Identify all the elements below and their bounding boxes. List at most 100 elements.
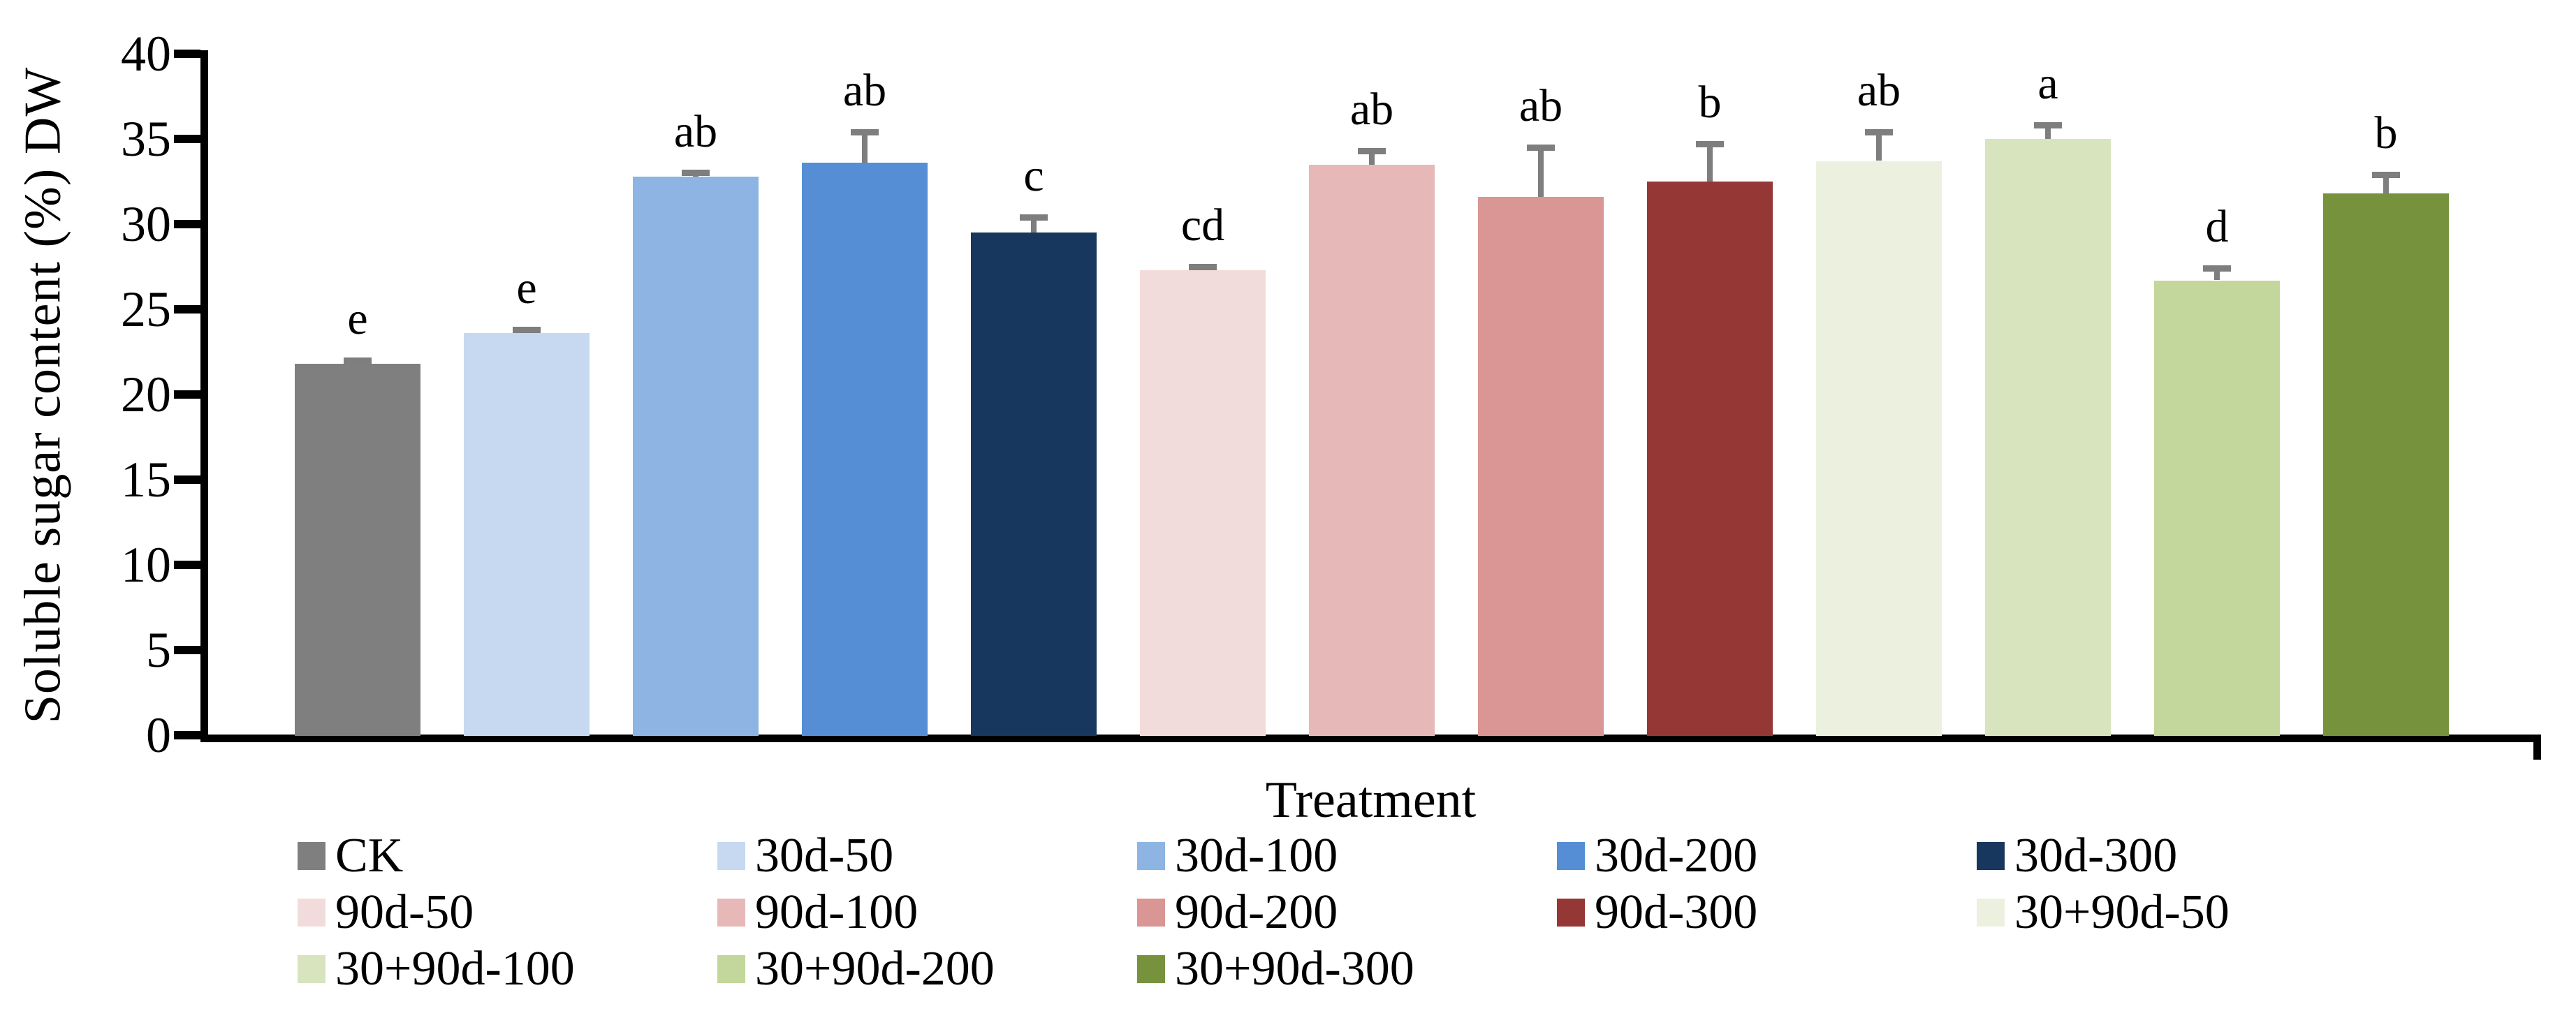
legend-label: 30+90d-50 xyxy=(2014,885,2230,939)
error-bar-whisker xyxy=(862,132,868,163)
error-bar-cap xyxy=(1865,129,1893,135)
bar-90d-100 xyxy=(1309,165,1435,736)
error-bar-cap xyxy=(1189,264,1217,270)
bar-30d-50 xyxy=(464,333,590,736)
x-axis-line xyxy=(200,735,2541,742)
legend-label: 30+90d-300 xyxy=(1175,942,1414,996)
significance-letter: e xyxy=(516,263,537,313)
legend-label: 30d-50 xyxy=(755,829,894,883)
legend-label: 90d-300 xyxy=(1595,885,1758,939)
significance-letter: ab xyxy=(1857,65,1901,116)
legend-label: 90d-50 xyxy=(335,885,474,939)
legend-label: 30+90d-100 xyxy=(335,942,575,996)
bar-30+90d-200 xyxy=(2154,281,2280,736)
legend-swatch xyxy=(298,842,325,870)
y-tick-label: 35 xyxy=(121,111,171,167)
y-tick-mark xyxy=(174,220,200,228)
error-bar-whisker xyxy=(1707,144,1713,182)
legend-swatch xyxy=(1557,842,1585,870)
significance-letter: cd xyxy=(1180,200,1225,251)
legend-label: 90d-100 xyxy=(755,885,919,939)
legend-item-30d-50: 30d-50 xyxy=(717,832,893,880)
y-axis-line xyxy=(200,50,208,742)
error-bar-cap xyxy=(2372,172,2400,178)
bar-30d-300 xyxy=(971,233,1097,736)
legend-item-30d-300: 30d-300 xyxy=(1977,832,2177,880)
y-tick-label: 10 xyxy=(121,537,171,593)
legend-swatch xyxy=(717,842,745,870)
legend-swatch xyxy=(298,899,325,927)
y-tick-mark xyxy=(174,731,200,739)
y-tick-label: 20 xyxy=(121,367,171,422)
significance-letter: b xyxy=(1698,77,1722,128)
significance-letter: d xyxy=(2205,201,2229,252)
y-tick-label: 0 xyxy=(146,707,171,763)
legend-item-CK: CK xyxy=(298,832,403,880)
error-bar-cap xyxy=(513,327,541,333)
error-bar-whisker xyxy=(1031,217,1037,233)
legend-item-30+90d-300: 30+90d-300 xyxy=(1137,945,1414,994)
bar-90d-200 xyxy=(1478,197,1604,736)
legend-item-90d-100: 90d-100 xyxy=(717,888,918,937)
legend-label: 30d-200 xyxy=(1595,829,1758,883)
error-bar-cap xyxy=(1527,145,1555,151)
error-bar-whisker xyxy=(2214,268,2220,280)
y-tick-mark xyxy=(174,475,200,484)
significance-letter: ab xyxy=(1349,84,1394,135)
legend-label: 30d-300 xyxy=(2014,829,2178,883)
legend-item-30+90d-100: 30+90d-100 xyxy=(298,945,575,994)
y-tick-label: 40 xyxy=(121,26,171,82)
error-bar-whisker xyxy=(1369,151,1375,165)
error-bar-whisker xyxy=(1876,132,1882,161)
legend-label: 30+90d-200 xyxy=(755,942,995,996)
error-bar-whisker xyxy=(2045,125,2051,139)
legend-item-90d-200: 90d-200 xyxy=(1137,888,1338,937)
significance-letter: e xyxy=(347,293,368,344)
y-tick-label: 30 xyxy=(121,196,171,252)
bar-30+90d-50 xyxy=(1816,161,1942,736)
significance-letter: ab xyxy=(1518,80,1563,131)
legend-swatch xyxy=(1137,899,1165,927)
y-tick-mark xyxy=(174,646,200,654)
error-bar-cap xyxy=(2203,265,2231,272)
y-tick-mark xyxy=(174,50,200,58)
legend-label: 30d-100 xyxy=(1175,829,1338,883)
legend-swatch xyxy=(717,899,745,927)
error-bar-cap xyxy=(1358,148,1386,154)
x-axis-end-tick xyxy=(2533,735,2541,760)
error-bar-cap xyxy=(851,129,879,135)
legend-label: 90d-200 xyxy=(1175,885,1338,939)
significance-letter: ab xyxy=(673,106,718,157)
significance-letter: b xyxy=(2374,108,2398,158)
error-bar-cap xyxy=(682,170,710,176)
legend-item-30+90d-50: 30+90d-50 xyxy=(1977,888,2230,937)
legend-item-30d-100: 30d-100 xyxy=(1137,832,1338,880)
legend-swatch xyxy=(1137,955,1165,983)
y-tick-mark xyxy=(174,561,200,569)
y-tick-mark xyxy=(174,135,200,143)
bar-30+90d-100 xyxy=(1985,139,2111,736)
bar-90d-300 xyxy=(1647,182,1773,736)
bar-90d-50 xyxy=(1140,270,1266,736)
y-tick-label: 15 xyxy=(121,452,171,508)
error-bar-whisker xyxy=(1538,147,1544,197)
bar-30d-100 xyxy=(633,177,759,736)
legend-swatch xyxy=(1977,899,2005,927)
error-bar-cap xyxy=(1696,141,1724,147)
significance-letter: c xyxy=(1023,150,1044,201)
y-tick-mark xyxy=(174,390,200,399)
legend-swatch xyxy=(298,955,325,983)
error-bar-cap xyxy=(344,357,372,364)
legend-swatch xyxy=(1557,899,1585,927)
x-axis-title: Treatment xyxy=(1265,772,1477,829)
significance-letter: a xyxy=(2037,58,2058,109)
legend-item-30d-200: 30d-200 xyxy=(1557,832,1757,880)
error-bar-cap xyxy=(1020,214,1048,221)
y-tick-label: 5 xyxy=(146,622,171,678)
legend-swatch xyxy=(717,955,745,983)
bar-30d-200 xyxy=(802,163,928,736)
y-tick-mark xyxy=(174,305,200,313)
